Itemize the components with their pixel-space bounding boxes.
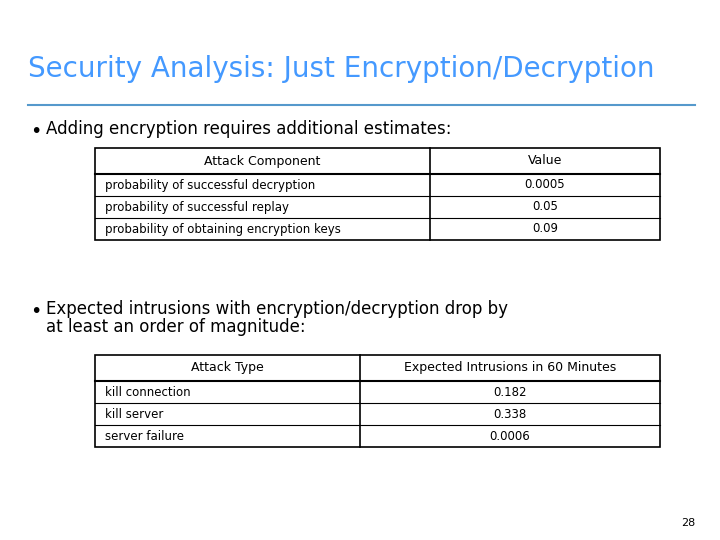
Text: 0.0006: 0.0006	[490, 429, 531, 442]
Text: 0.09: 0.09	[532, 222, 558, 235]
Text: Expected Intrusions in 60 Minutes: Expected Intrusions in 60 Minutes	[404, 361, 616, 375]
Text: •: •	[30, 302, 41, 321]
Text: Value: Value	[528, 154, 562, 167]
Text: Attack Component: Attack Component	[204, 154, 320, 167]
Text: Expected intrusions with encryption/decryption drop by: Expected intrusions with encryption/decr…	[46, 300, 508, 318]
Text: Adding encryption requires additional estimates:: Adding encryption requires additional es…	[46, 120, 451, 138]
Text: 0.0005: 0.0005	[525, 179, 565, 192]
Text: kill connection: kill connection	[105, 386, 191, 399]
Text: Security Analysis: Just Encryption/Decryption: Security Analysis: Just Encryption/Decry…	[28, 55, 654, 83]
Text: probability of successful replay: probability of successful replay	[105, 200, 289, 213]
Text: Attack Type: Attack Type	[191, 361, 264, 375]
Text: •: •	[30, 122, 41, 141]
Text: 28: 28	[680, 518, 695, 528]
Text: 0.338: 0.338	[493, 408, 526, 421]
Bar	[95, 355, 660, 447]
Text: 0.182: 0.182	[493, 386, 527, 399]
Text: kill server: kill server	[105, 408, 163, 421]
Bar	[95, 148, 660, 240]
Text: probability of successful decryption: probability of successful decryption	[105, 179, 315, 192]
Text: at least an order of magnitude:: at least an order of magnitude:	[46, 318, 305, 336]
Text: probability of obtaining encryption keys: probability of obtaining encryption keys	[105, 222, 341, 235]
Text: server failure: server failure	[105, 429, 184, 442]
Text: 0.05: 0.05	[532, 200, 558, 213]
